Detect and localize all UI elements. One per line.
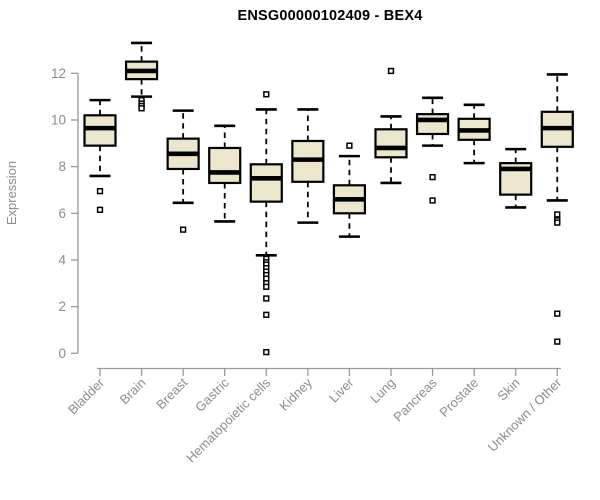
x-tick-label: Prostate — [436, 375, 481, 420]
chart-title: ENSG00000102409 - BEX4 — [237, 8, 423, 24]
y-tick-label: 10 — [51, 112, 66, 127]
box-group-5 — [291, 108, 325, 224]
box-group-8 — [415, 96, 450, 204]
outlier-point — [263, 283, 270, 290]
y-tick-label: 4 — [58, 252, 66, 267]
outlier-point — [263, 311, 270, 318]
y-tick-label: 12 — [51, 66, 66, 81]
outlier-point — [429, 173, 436, 181]
box-group-4 — [249, 91, 283, 356]
outlier-point — [554, 211, 561, 218]
x-tick-label: Brain — [117, 375, 149, 407]
outlier-point — [387, 67, 395, 75]
x-tick-label: Kidney — [276, 375, 315, 414]
outlier-point — [263, 295, 270, 302]
iqr-box — [249, 163, 283, 203]
x-tick-label: Pancreas — [390, 375, 440, 425]
outlier-point — [346, 142, 353, 149]
box-group-9 — [457, 103, 491, 165]
box-group-7 — [374, 67, 408, 185]
y-axis-title: Expression — [4, 161, 19, 225]
iqr-box — [374, 128, 408, 159]
x-tick-label: Unknown / Other — [485, 375, 565, 455]
outlier-point — [263, 91, 270, 98]
iqr-box — [415, 113, 450, 136]
x-tick-label: Bladder — [65, 375, 108, 418]
y-tick-label: 0 — [58, 346, 66, 361]
outlier-point — [554, 338, 561, 345]
box-group-2 — [166, 109, 200, 233]
x-tick-label: Breast — [153, 375, 190, 412]
x-tick-label: Skin — [494, 375, 522, 403]
box-group-6 — [332, 142, 367, 238]
box-group-1 — [124, 41, 159, 112]
outlier-point — [96, 187, 104, 195]
x-tick-label: Liver — [326, 375, 357, 406]
y-tick-label: 8 — [58, 159, 66, 174]
y-tick-label: 2 — [58, 299, 66, 314]
box-group-10 — [499, 147, 533, 209]
box-group-0 — [83, 98, 117, 213]
outlier-point — [554, 310, 561, 317]
outlier-point — [138, 105, 145, 112]
iqr-box — [83, 114, 117, 147]
iqr-box — [208, 146, 242, 185]
y-axis: 0 2 4 6 8 10 12 Expression — [4, 66, 79, 361]
x-tick-label: Gastric — [192, 375, 232, 415]
outlier-point — [179, 226, 187, 233]
outlier-point — [96, 206, 104, 213]
outlier-point — [554, 219, 561, 226]
x-tick-label: Lung — [367, 375, 398, 406]
y-tick-label: 6 — [58, 206, 66, 221]
box-group-11 — [540, 73, 574, 345]
outlier-point — [429, 197, 436, 204]
box-group-3 — [208, 124, 242, 223]
outlier-point — [263, 348, 270, 356]
